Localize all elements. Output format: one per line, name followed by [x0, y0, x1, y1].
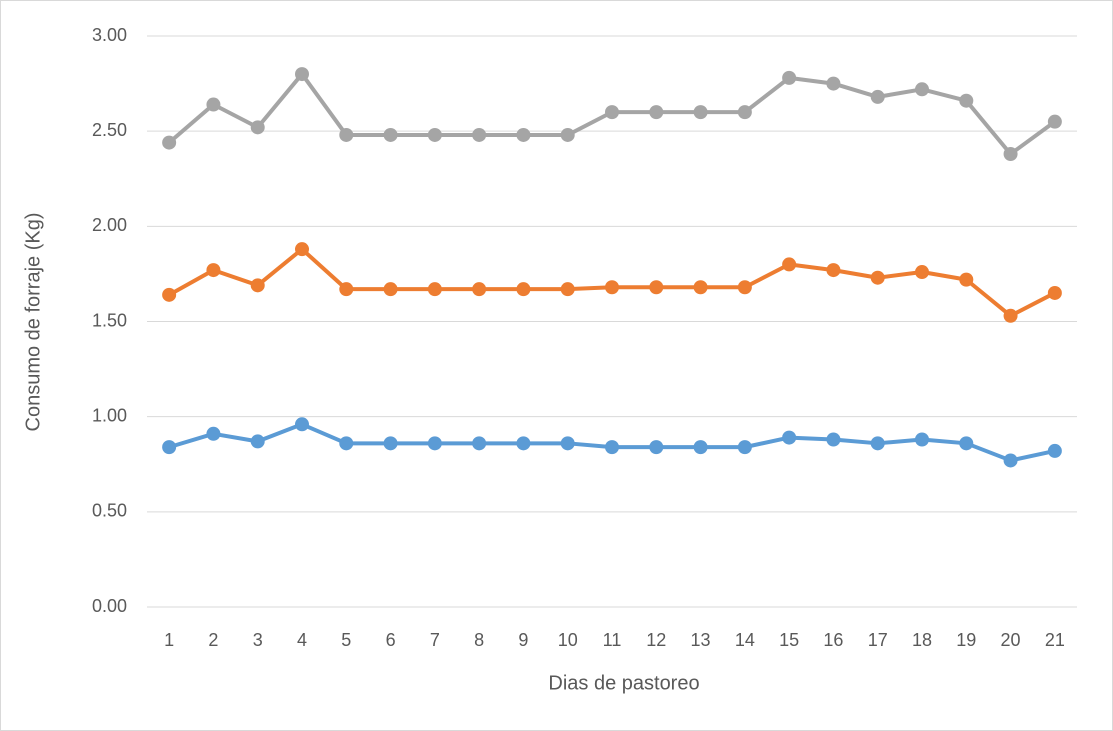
data-point — [339, 282, 354, 297]
data-point — [1003, 308, 1018, 323]
data-point — [737, 280, 752, 295]
y-tick-label: 1.00 — [92, 405, 127, 425]
data-point — [427, 282, 442, 297]
data-point — [826, 76, 841, 91]
x-tick-label: 4 — [297, 630, 307, 650]
x-tick-label: 20 — [1001, 630, 1021, 650]
data-point — [162, 440, 177, 455]
data-point — [162, 135, 177, 150]
data-point — [693, 280, 708, 295]
x-tick-label: 19 — [956, 630, 976, 650]
data-point — [162, 287, 177, 302]
data-point — [339, 127, 354, 142]
data-point — [605, 280, 619, 295]
x-tick-label: 5 — [341, 630, 351, 650]
data-point — [206, 426, 221, 441]
data-point — [250, 120, 265, 135]
data-point — [959, 436, 974, 451]
data-point — [870, 89, 885, 104]
data-point — [383, 127, 398, 142]
data-point — [472, 282, 487, 297]
data-point — [782, 70, 797, 85]
y-tick-label: 2.00 — [92, 215, 127, 235]
x-tick-label: 21 — [1045, 630, 1065, 650]
data-point — [250, 434, 265, 449]
data-point — [649, 280, 664, 295]
data-point — [383, 436, 398, 451]
data-point — [250, 278, 265, 293]
data-point — [560, 127, 575, 142]
data-point — [870, 436, 885, 451]
x-tick-label: 6 — [386, 630, 396, 650]
data-point — [472, 436, 487, 451]
data-point — [915, 432, 929, 447]
data-point — [472, 127, 487, 142]
y-tick-label: 0.50 — [92, 501, 127, 521]
data-point — [605, 105, 619, 120]
data-point — [206, 263, 221, 278]
x-tick-label: 18 — [912, 630, 932, 650]
data-point — [649, 440, 664, 455]
y-tick-label: 1.50 — [92, 310, 127, 330]
data-point — [1047, 114, 1062, 129]
x-tick-label: 3 — [253, 630, 263, 650]
x-tick-label: 15 — [779, 630, 799, 650]
data-point — [295, 242, 309, 257]
data-point — [870, 270, 885, 285]
data-point — [1047, 285, 1062, 300]
data-point — [516, 127, 531, 142]
data-point — [295, 67, 309, 82]
data-point — [339, 436, 354, 451]
data-point — [1003, 453, 1018, 468]
x-tick-label: 1 — [164, 630, 174, 650]
data-point — [693, 105, 708, 120]
x-tick-label: 7 — [430, 630, 440, 650]
data-point — [915, 265, 929, 280]
x-tick-label: 11 — [603, 630, 622, 650]
data-point — [782, 257, 797, 272]
x-tick-label: 9 — [518, 630, 528, 650]
data-point — [383, 282, 398, 297]
data-point — [826, 432, 841, 447]
x-tick-label: 12 — [646, 630, 666, 650]
data-point — [605, 440, 619, 455]
data-point — [427, 127, 442, 142]
data-point — [693, 440, 708, 455]
data-point — [782, 430, 797, 445]
x-tick-label: 14 — [735, 630, 755, 650]
x-tick-label: 10 — [558, 630, 578, 650]
data-point — [826, 263, 841, 278]
x-tick-label: 13 — [691, 630, 711, 650]
data-point — [737, 105, 752, 120]
data-point — [206, 97, 221, 112]
y-tick-label: 0.00 — [92, 596, 127, 616]
data-point — [560, 282, 575, 297]
data-point — [1047, 443, 1062, 458]
data-point — [560, 436, 575, 451]
x-axis-label: Dias de pastoreo — [548, 672, 699, 694]
y-tick-label: 3.00 — [92, 25, 127, 45]
data-point — [959, 93, 974, 108]
x-tick-label: 8 — [474, 630, 484, 650]
data-point — [516, 282, 531, 297]
data-point — [959, 272, 974, 287]
data-point — [427, 436, 442, 451]
data-point — [516, 436, 531, 451]
x-tick-label: 2 — [208, 630, 218, 650]
x-tick-label: 17 — [868, 630, 888, 650]
data-point — [1003, 147, 1018, 162]
x-tick-label: 16 — [823, 630, 843, 650]
data-point — [737, 440, 752, 455]
data-point — [295, 417, 309, 432]
y-tick-label: 2.50 — [92, 120, 127, 140]
data-point — [649, 105, 664, 120]
y-axis-label: Consumo de forraje (Kg) — [22, 213, 44, 432]
data-point — [915, 82, 929, 97]
